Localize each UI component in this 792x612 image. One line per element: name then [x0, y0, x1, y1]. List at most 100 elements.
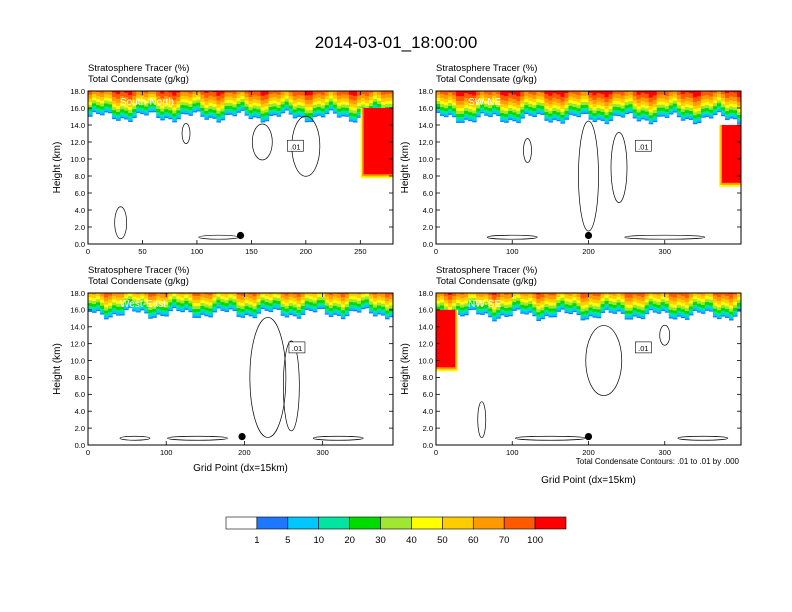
y-tick-label: 10.0	[70, 155, 85, 164]
tracer-band-cell	[356, 105, 362, 109]
tracer-band-cell	[640, 104, 646, 108]
condensate-contour	[119, 435, 151, 441]
tracer-band-cell	[220, 284, 225, 289]
tracer-band-cell	[604, 303, 610, 307]
tracer-band-cell	[480, 98, 485, 102]
tracer-band-cell	[468, 114, 473, 118]
tracer-band-cell	[308, 307, 314, 310]
tracer-band-cell	[500, 303, 505, 307]
tracer-band-cell	[600, 303, 606, 308]
tracer-band-cell	[204, 312, 209, 316]
tracer-band-cell	[620, 111, 626, 115]
tracer-band-cell	[536, 98, 541, 103]
tracer-band-cell	[436, 296, 441, 301]
tracer-band-cell	[184, 105, 189, 109]
tracer-band-cell	[661, 284, 666, 289]
tracer-band-cell	[620, 304, 626, 308]
tracer-band-cell	[604, 294, 610, 299]
condensate-contour	[282, 340, 300, 432]
tracer-band-cell	[568, 99, 574, 103]
tracer-band-cell	[244, 311, 250, 314]
tracer-band-cell	[176, 307, 181, 310]
tracer-band-cell	[584, 304, 590, 308]
tracer-band-cell	[652, 103, 658, 108]
tracer-band-cell	[364, 293, 370, 297]
tracer-band-cell	[620, 113, 626, 117]
tracer-band-cell	[556, 117, 562, 120]
tracer-band-cell	[624, 304, 630, 308]
tracer-band-cell	[252, 293, 258, 297]
tracer-band-cell	[732, 293, 738, 295]
x-tick-label: 250	[354, 247, 367, 256]
tracer-band-cell	[184, 294, 189, 299]
tracer-band-cell	[140, 104, 145, 109]
tracer-band-cell	[336, 306, 342, 311]
tracer-band-cell	[328, 95, 334, 99]
tracer-band-cell	[500, 106, 505, 111]
tracer-band-cell	[192, 110, 197, 113]
tracer-band-cell	[724, 91, 730, 94]
tracer-band-cell	[668, 105, 674, 109]
tracer-band-cell	[696, 121, 702, 124]
tracer-band-cell	[500, 118, 505, 121]
colorbar-swatch	[442, 516, 474, 530]
tracer-band-cell	[232, 91, 238, 95]
tracer-band-cell	[512, 102, 517, 107]
tracer-band-cell	[232, 109, 238, 113]
tracer-band-cell	[504, 95, 509, 101]
tracer-band-cell	[96, 91, 101, 96]
tracer-band-cell	[104, 100, 109, 104]
tracer-band-cell	[340, 317, 346, 320]
tracer-band-cell	[356, 306, 362, 310]
tracer-band-cell	[112, 312, 117, 315]
tracer-band-cell	[244, 308, 250, 312]
tracer-band-cell	[716, 309, 722, 314]
tracer-band-cell	[164, 114, 169, 117]
tracer-band-cell	[504, 307, 509, 312]
tracer-band-cell	[120, 106, 125, 110]
tracer-band-cell	[636, 293, 642, 297]
tracer-band-cell	[604, 293, 610, 296]
tracer-band-cell	[368, 298, 374, 302]
tracer-band-cell	[696, 297, 702, 301]
tracer-band-cell	[572, 114, 578, 116]
tracer-band-cell	[280, 91, 286, 96]
tracer-band-cell	[712, 113, 718, 116]
tracer-band-cell	[108, 101, 113, 105]
tracer-band-cell	[456, 110, 461, 115]
tracer-band-cell	[224, 305, 230, 309]
tracer-band-cell	[676, 111, 682, 114]
tracer-band-cell	[256, 95, 262, 101]
tracer-band-cell	[128, 298, 133, 302]
tracer-band-cell	[380, 306, 386, 310]
tracer-band-cell	[140, 288, 145, 292]
tracer-band-cell	[236, 91, 242, 95]
tracer-band-cell	[168, 309, 173, 312]
tracer-band-cell	[540, 300, 545, 305]
tracer-band-cell	[301, 288, 306, 293]
tracer-band-cell	[660, 293, 666, 297]
y-tick-label: 2.0	[75, 424, 85, 433]
tracer-band-cell	[305, 288, 310, 292]
tracer-band-cell	[108, 299, 113, 303]
tracer-band-cell	[572, 299, 578, 304]
tracer-band-cell	[104, 85, 109, 90]
tracer-band-cell	[384, 100, 390, 105]
intrusion	[721, 125, 741, 183]
tracer-band-cell	[88, 115, 93, 117]
tracer-band-cell	[680, 114, 686, 118]
tracer-band-cell	[520, 116, 525, 119]
tracer-band-cell	[604, 308, 610, 310]
y-tick-label: 2.0	[423, 223, 433, 232]
tracer-band-cell	[309, 289, 314, 293]
tracer-band-cell	[504, 110, 509, 114]
tracer-band-cell	[656, 312, 662, 314]
tracer-band-cell	[256, 99, 262, 104]
tracer-band-cell	[568, 287, 573, 292]
tracer-band-cell	[268, 100, 274, 105]
tracer-band-cell	[120, 293, 125, 298]
tracer-band-cell	[672, 310, 678, 314]
tracer-band-cell	[228, 300, 234, 304]
